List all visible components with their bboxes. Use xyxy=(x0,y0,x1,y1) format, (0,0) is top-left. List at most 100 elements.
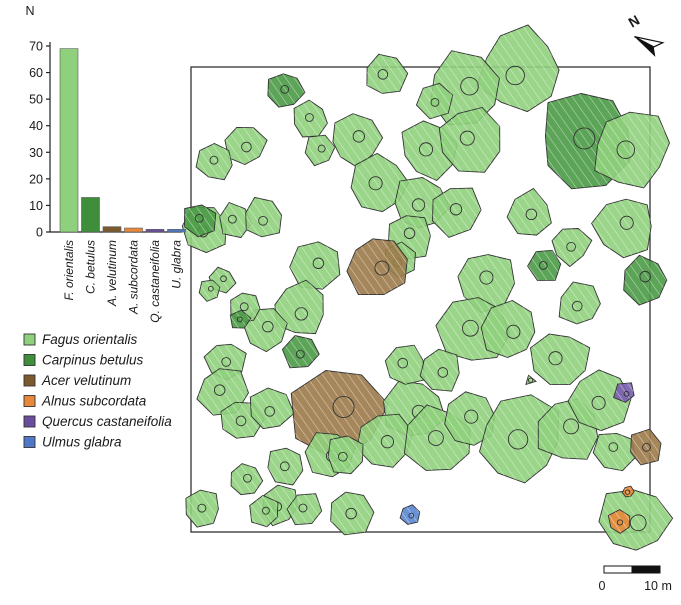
category-label: A. subcordata xyxy=(127,240,141,315)
y-ticks: 0 10 20 30 40 50 60 70 xyxy=(29,40,182,240)
category-label: F. orientalis xyxy=(62,240,76,300)
trunk-marker xyxy=(298,503,308,513)
tree-crown xyxy=(356,413,414,468)
y-tick-label: 20 xyxy=(29,172,43,186)
tree-crown xyxy=(267,447,304,486)
y-axis-label: N xyxy=(25,4,34,18)
trunk-marker xyxy=(591,395,606,410)
legend: Fagus orientalis Carpinus betulus Acer vel… xyxy=(23,332,172,450)
trunk-marker xyxy=(368,176,383,191)
north-arrow-icon xyxy=(634,36,665,57)
tree-crown xyxy=(607,509,631,534)
trunk-marker xyxy=(337,451,348,462)
trunk-marker xyxy=(505,65,525,86)
legend-swatch xyxy=(23,415,36,428)
trunk-marker xyxy=(236,316,243,323)
tree-crown xyxy=(293,99,328,138)
bar-avelutinum xyxy=(102,226,122,233)
tree-crown xyxy=(219,201,253,239)
bar-cbetulus xyxy=(81,197,100,233)
y-tick-label: 0 xyxy=(36,226,43,240)
bars xyxy=(59,48,186,233)
trunk-marker xyxy=(235,415,247,427)
tree-crown xyxy=(621,485,635,498)
tree-crown xyxy=(330,491,375,536)
bar-chart: N 0 10 20 30 40 50 60 70 F. orientalis C. betulu… xyxy=(25,4,186,323)
tree-crown xyxy=(438,106,501,173)
trunk-marker xyxy=(380,435,395,449)
legend-label: Quercus castaneifolia xyxy=(42,414,172,429)
trunk-marker xyxy=(548,351,563,366)
trunk-marker xyxy=(563,418,579,435)
tree-crown xyxy=(591,198,652,259)
y-tick-label: 50 xyxy=(29,93,43,107)
north-label: N xyxy=(626,12,643,31)
category-label: U. glabra xyxy=(170,240,184,289)
y-tick-label: 70 xyxy=(29,40,43,54)
tree-crown xyxy=(506,187,552,236)
trunk-marker xyxy=(239,302,249,312)
tree-crown xyxy=(350,152,410,213)
tree-crown xyxy=(399,504,421,525)
trunk-marker xyxy=(280,84,290,94)
trunk-marker xyxy=(294,307,308,321)
tree-crown xyxy=(346,238,408,296)
trunk-marker xyxy=(566,241,576,252)
tree-crown xyxy=(332,113,384,168)
y-tick-label: 60 xyxy=(29,66,43,80)
tree-crown xyxy=(281,335,320,369)
legend-swatch xyxy=(23,395,36,407)
trunk-marker xyxy=(459,130,475,146)
trunk-marker xyxy=(377,69,389,80)
trunk-marker xyxy=(527,377,534,383)
trunk-marker xyxy=(352,130,365,143)
trunk-marker xyxy=(374,260,390,276)
trunk-marker xyxy=(411,198,426,212)
tree-crown xyxy=(527,249,562,281)
tree-crown xyxy=(525,374,537,386)
trunk-marker xyxy=(279,461,290,472)
trunk-marker xyxy=(243,473,252,483)
tree-crown xyxy=(419,348,460,392)
legend-swatch xyxy=(23,436,36,448)
bar-asubcordata xyxy=(124,227,143,233)
trunk-marker xyxy=(437,367,449,378)
tree-crown xyxy=(245,196,282,238)
tree-crown xyxy=(551,228,593,268)
trunk-marker xyxy=(642,442,651,452)
trunk-marker xyxy=(207,285,214,292)
tree-crown xyxy=(479,394,560,484)
trunk-marker xyxy=(197,503,207,513)
tree-crown xyxy=(249,494,279,528)
trunk-marker xyxy=(312,257,325,270)
trunk-marker xyxy=(571,300,583,312)
trunk-marker xyxy=(624,489,631,495)
tree-crown xyxy=(366,53,409,94)
trunk-marker xyxy=(616,140,636,159)
trunk-marker xyxy=(619,215,634,230)
scale-start-label: 0 xyxy=(599,579,606,593)
category-label: A. velutinum xyxy=(105,240,119,307)
trunk-marker xyxy=(227,214,237,224)
tree-crown xyxy=(224,126,268,165)
trunk-marker xyxy=(221,357,232,367)
trunk-marker xyxy=(623,390,630,397)
bar-qcastaneifolia xyxy=(145,229,165,233)
tree-crown xyxy=(249,387,295,430)
trunk-marker xyxy=(345,507,357,520)
scale-bar xyxy=(603,565,661,574)
legend-label: Acer velutinum xyxy=(41,373,131,388)
scale-end-label: 10 m xyxy=(644,579,672,593)
tree-crown xyxy=(195,143,233,181)
tree-crown xyxy=(623,254,668,306)
trunk-marker xyxy=(408,512,415,519)
tree-crown xyxy=(592,432,637,472)
trunk-marker xyxy=(317,144,326,153)
tree-crown xyxy=(558,281,601,325)
y-tick-label: 10 xyxy=(29,199,43,213)
tree-crown xyxy=(286,493,323,526)
trunk-marker xyxy=(194,213,204,223)
legend-swatch xyxy=(23,374,36,387)
